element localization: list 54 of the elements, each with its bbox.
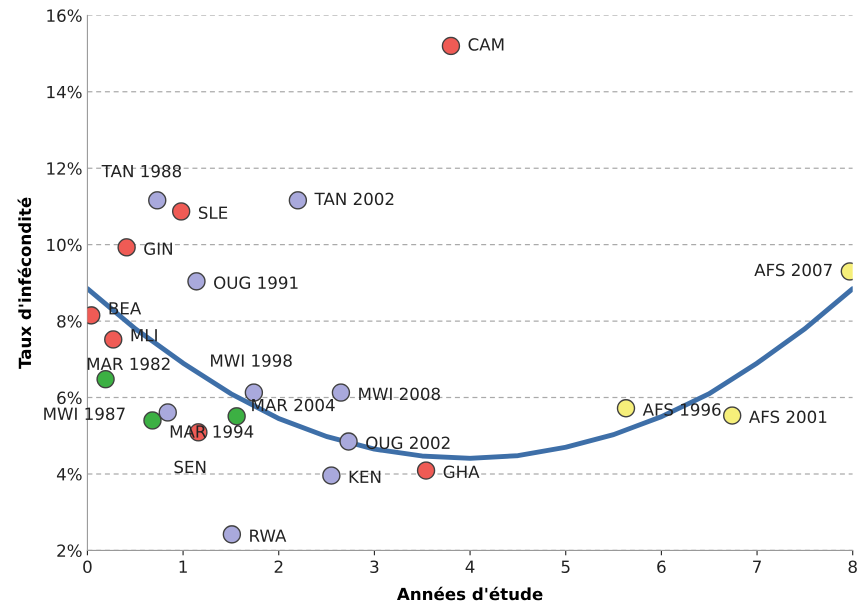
annotation: AFS 2007 — [754, 264, 832, 276]
y-tick-label: 16% — [47, 9, 82, 22]
point — [187, 272, 206, 291]
annotation: CAM — [468, 38, 504, 51]
y-tick-label: 2% — [57, 544, 82, 557]
annotation: OUG 2002 — [366, 436, 450, 450]
point — [117, 238, 136, 257]
annotation: GHA — [444, 466, 480, 478]
y-tick-label: 8% — [57, 315, 82, 328]
x-tick-label: 5 — [562, 560, 570, 574]
point — [322, 466, 341, 485]
annotation: MAR 1982 — [88, 358, 170, 370]
annotation: MWI 1987 — [44, 407, 125, 420]
point — [339, 432, 358, 451]
point — [172, 202, 190, 221]
point — [722, 406, 742, 425]
annotation: MWI 1998 — [211, 354, 292, 367]
annotation: OUG 1991 — [214, 276, 298, 289]
x-tick-label: 4 — [466, 560, 474, 573]
annotation: TAN 2002 — [314, 192, 394, 206]
point — [222, 525, 242, 544]
annotation: SEN — [174, 460, 206, 474]
annotation: SLE — [198, 206, 228, 220]
point — [227, 407, 246, 426]
x-tick-label: 7 — [753, 560, 761, 573]
y-tick-label: 14% — [47, 86, 82, 98]
y-axis-title: Taux d'infécondité — [18, 198, 32, 369]
x-tick-label: 0 — [83, 560, 92, 574]
point — [104, 330, 122, 349]
point — [416, 461, 436, 480]
annotation: RWA — [250, 530, 286, 542]
x-axis-title: Années d'étude — [396, 586, 542, 600]
x-tick-label: 3 — [370, 560, 378, 574]
x-tick-label: 8 — [848, 560, 857, 574]
annotation: TAN 1988 — [102, 164, 182, 178]
y-tick-label: 10% — [47, 238, 82, 252]
x-tick-label: 1 — [180, 560, 187, 573]
point — [158, 403, 177, 422]
point — [148, 191, 166, 210]
y-tick-label: 4% — [56, 468, 82, 481]
point — [288, 191, 308, 210]
annotation: AFS 2001 — [748, 410, 826, 424]
point — [96, 370, 115, 388]
annotation: MWI 2008 — [359, 388, 440, 400]
point — [442, 36, 460, 56]
annotation: AFS 1996 — [642, 403, 721, 416]
annotation: GIN — [144, 242, 172, 255]
point — [143, 411, 162, 430]
annotation: KEN — [350, 470, 380, 483]
y-tick-label: 12% — [47, 162, 82, 175]
point — [616, 399, 636, 418]
x-tick-label: 2 — [274, 560, 282, 573]
x-tick-label: 6 — [657, 560, 666, 574]
y-tick-label: 6% — [57, 392, 82, 404]
